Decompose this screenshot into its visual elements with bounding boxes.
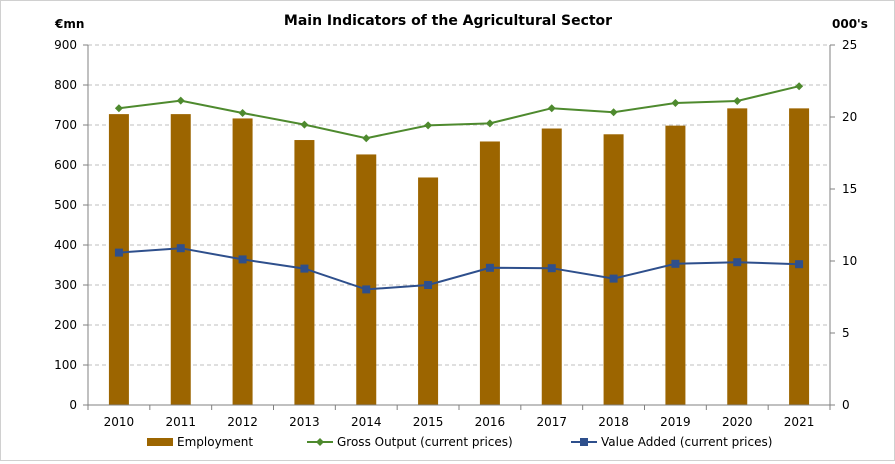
right-axis-tick-label: 25 [842,38,857,52]
legend-label-gross: Gross Output (current prices) [337,435,513,449]
x-axis-tick-label: 2021 [784,415,815,429]
chart-title: Main Indicators of the Agricultural Sect… [284,13,612,29]
bar-employment-2015 [418,177,439,405]
bar-employment-2018 [603,134,624,405]
x-axis-tick-label: 2013 [289,415,320,429]
bar-employment-2014 [356,154,377,405]
point-gross-2020 [733,97,742,105]
left-axis-tick-label: 300 [54,278,77,292]
left-axis-unit-label: €mn [54,17,84,31]
right-axis-tick-label: 15 [842,182,857,196]
right-axis-tick-label: 0 [842,398,850,412]
legend-label-employment: Employment [177,435,253,449]
bar-employment-2016 [479,141,500,406]
point-value-2010 [114,248,123,257]
point-value-2020 [733,258,742,267]
x-axis-tick-label: 2017 [536,415,567,429]
point-gross-2011 [176,96,185,105]
left-axis-tick-label: 700 [54,118,77,132]
right-axis-tick-label: 20 [842,110,857,124]
point-gross-2010 [114,104,123,113]
left-axis-tick-label: 200 [54,318,77,332]
bar-series-employment [108,108,810,406]
x-axis-tick-label: 2019 [660,415,691,429]
point-gross-2018 [609,108,618,117]
left-axis-tick-label: 0 [69,398,77,412]
point-gross-2021 [795,82,804,91]
point-value-2011 [176,244,185,253]
left-axis-tick-label: 400 [54,238,77,252]
point-gross-2017 [547,104,556,113]
left-axis-tick-label: 500 [54,198,77,212]
x-axis-tick-label: 2012 [227,415,258,429]
point-value-2014 [362,285,371,294]
bar-employment-2010 [108,114,129,406]
x-axis-tick-label: 2020 [722,415,753,429]
right-axis-unit-label: 000's [832,17,868,31]
point-value-2013 [300,264,309,273]
legend-marker-gross [316,438,324,446]
x-axis-tick-label: 2016 [475,415,506,429]
point-value-2015 [424,281,433,289]
point-gross-2015 [424,121,433,130]
x-axis-tick-label: 2014 [351,415,382,429]
point-value-2021 [795,260,804,269]
line-gross [118,85,800,140]
point-value-2012 [238,255,247,264]
left-axis-tick-label: 900 [54,38,77,52]
left-axis-tick-label: 800 [54,78,77,92]
bar-employment-2020 [727,108,748,406]
point-gross-2014 [362,134,371,143]
point-gross-2012 [238,109,247,117]
right-axis-tick-label: 5 [842,326,850,340]
legend-marker-value [580,438,588,446]
point-value-2019 [671,259,680,268]
line-value [118,247,800,291]
point-gross-2013 [300,120,309,129]
x-axis-tick-label: 2015 [413,415,444,429]
point-gross-2019 [671,99,680,107]
right-axis-tick-label: 10 [842,254,857,268]
bar-employment-2011 [170,114,191,406]
legend-swatch-employment [147,438,173,446]
left-axis-tick-label: 600 [54,158,77,172]
point-value-2016 [485,263,494,272]
line-series [114,82,804,294]
point-value-2017 [547,264,556,273]
legend: Employment Gross Output (current prices) V… [147,435,772,449]
point-gross-2016 [485,119,494,128]
point-value-2018 [609,274,618,283]
axes: 0 100 200 300 400 500 600 700 800 900 0 5 10 15 20 25 20… [54,38,857,429]
left-axis-tick-label: 100 [54,358,77,372]
x-axis-tick-label: 2011 [165,415,196,429]
gridlines [88,44,830,366]
bar-employment-2021 [789,108,810,406]
legend-label-value: Value Added (current prices) [601,435,772,449]
x-axis-tick-label: 2010 [104,415,135,429]
x-axis-tick-label: 2018 [598,415,629,429]
